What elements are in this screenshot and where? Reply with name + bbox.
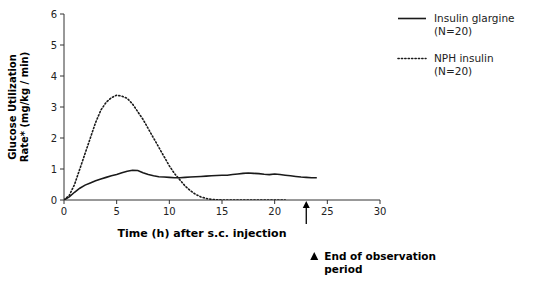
annotation-marker [310,252,318,260]
y-tick-label: 4 [51,71,57,82]
y-tick [60,76,64,77]
y-tick [60,169,64,170]
y-tick [60,45,64,46]
legend-entry: NPH insulin(N=20) [434,52,494,77]
y-tick [60,107,64,108]
y-tick-label: 6 [51,9,57,20]
y-tick [60,138,64,139]
y-tick-label: 3 [51,102,57,113]
x-tick-label: 5 [113,206,119,217]
legend-entry: Insulin glargine(N=20) [434,12,515,37]
x-tick-label: 15 [216,206,229,217]
x-tick [64,200,65,204]
x-tick-label: 30 [374,206,387,217]
annotation-text: End of observationperiod [324,250,436,275]
y-tick [60,200,64,201]
x-tick [380,200,381,204]
legend-swatch [398,58,426,60]
annotation-arrowhead [303,201,310,208]
x-tick [274,200,275,204]
x-tick-label: 20 [268,206,281,217]
x-tick-label: 25 [321,206,334,217]
y-tick [60,14,64,15]
x-tick [222,200,223,204]
x-tick-label: 10 [163,206,176,217]
chart: 0 5 10 15 20 25 30 0 1 2 3 4 5 6 Time (h) after s.c. i… [0,0,541,292]
x-tick [327,200,328,204]
x-tick [169,200,170,204]
y-tick-label: 1 [51,164,57,175]
y-tick-label: 2 [51,133,57,144]
y-axis-label: Glucose UtilizationRate* (mg/kg / min) [7,52,30,162]
legend-swatch [398,18,426,20]
x-tick [116,200,117,204]
plot-area [64,95,317,200]
series-line [64,170,317,200]
y-tick-label: 0 [51,195,57,206]
series-line [64,95,285,200]
y-tick-label: 5 [51,40,57,51]
annotation-arrow [306,207,307,224]
x-tick-label: 0 [61,206,67,217]
x-axis-label: Time (h) after s.c. injection [118,227,287,240]
